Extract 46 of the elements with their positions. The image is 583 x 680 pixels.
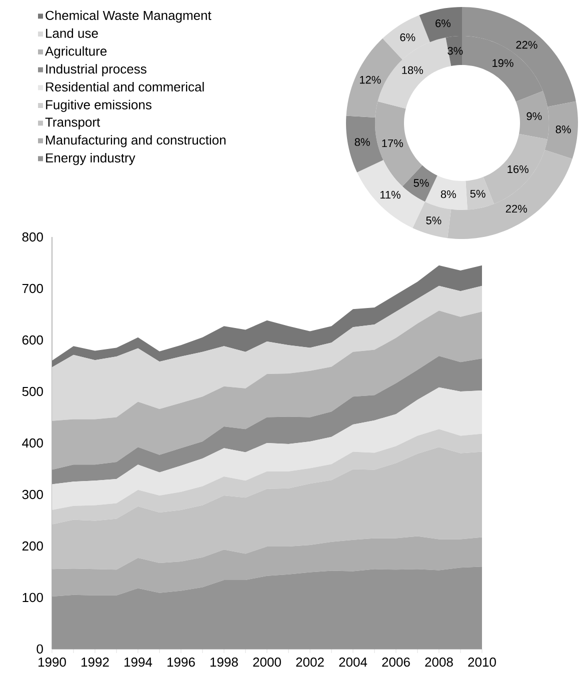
data-label: 8%	[440, 190, 456, 198]
y-tick-label: 700	[22, 284, 43, 294]
y-tick-label: 100	[22, 592, 43, 602]
data-label: 11%	[380, 190, 400, 199]
data-label: 6%	[400, 33, 416, 42]
data-label: 18%	[402, 66, 423, 74]
x-tick-label: 2004	[339, 658, 368, 667]
y-tick-label: 400	[22, 438, 43, 448]
x-tick-label: 2008	[425, 658, 453, 667]
y-tick-label: 600	[22, 335, 43, 345]
legend-label: Energy industry	[46, 152, 136, 166]
data-label: 17%	[382, 139, 403, 148]
y-tick-label: 200	[22, 541, 43, 551]
x-tick-label: 1998	[210, 658, 238, 667]
legend-label: Industrial process	[46, 64, 146, 76]
y-tick-label: 800	[22, 232, 43, 242]
data-label: 16%	[508, 165, 528, 174]
x-tick-label: 2002	[296, 658, 324, 667]
data-label: 22%	[516, 40, 538, 49]
legend-label: Agriculture	[45, 46, 107, 58]
data-label: 12%	[360, 76, 381, 84]
x-tick-label: 2010	[468, 658, 496, 667]
legend-label: Transport	[45, 118, 100, 130]
legend-label: Residential and commerical	[46, 82, 204, 92]
x-tick-label: 1996	[168, 658, 195, 667]
y-tick-label: 500	[22, 386, 43, 396]
x-tick-label: 1990	[38, 658, 66, 667]
y-tick-label: 0	[36, 644, 43, 654]
data-label: 9%	[526, 112, 542, 120]
data-label: 6%	[436, 19, 451, 28]
data-label: 8%	[556, 125, 571, 134]
data-label: 5%	[414, 179, 429, 187]
x-tick-label: 2006	[382, 658, 410, 667]
legend-label: Manufacturing and construction	[46, 135, 226, 148]
y-tick-label: 300	[22, 490, 43, 500]
legend-label: Fugitive emissions	[46, 100, 152, 112]
data-label: 19%	[492, 59, 514, 67]
x-tick-label: 1992	[82, 658, 109, 667]
legend-label: Land use	[46, 28, 98, 38]
data-label: 22%	[506, 204, 527, 213]
data-label: 5%	[426, 216, 442, 224]
data-label: 5%	[470, 190, 486, 198]
legend-label: Chemical Waste Managment	[46, 10, 212, 23]
data-label: 8%	[354, 138, 370, 146]
x-tick-label: 2000	[253, 658, 281, 667]
x-tick-label: 1994	[124, 658, 152, 667]
